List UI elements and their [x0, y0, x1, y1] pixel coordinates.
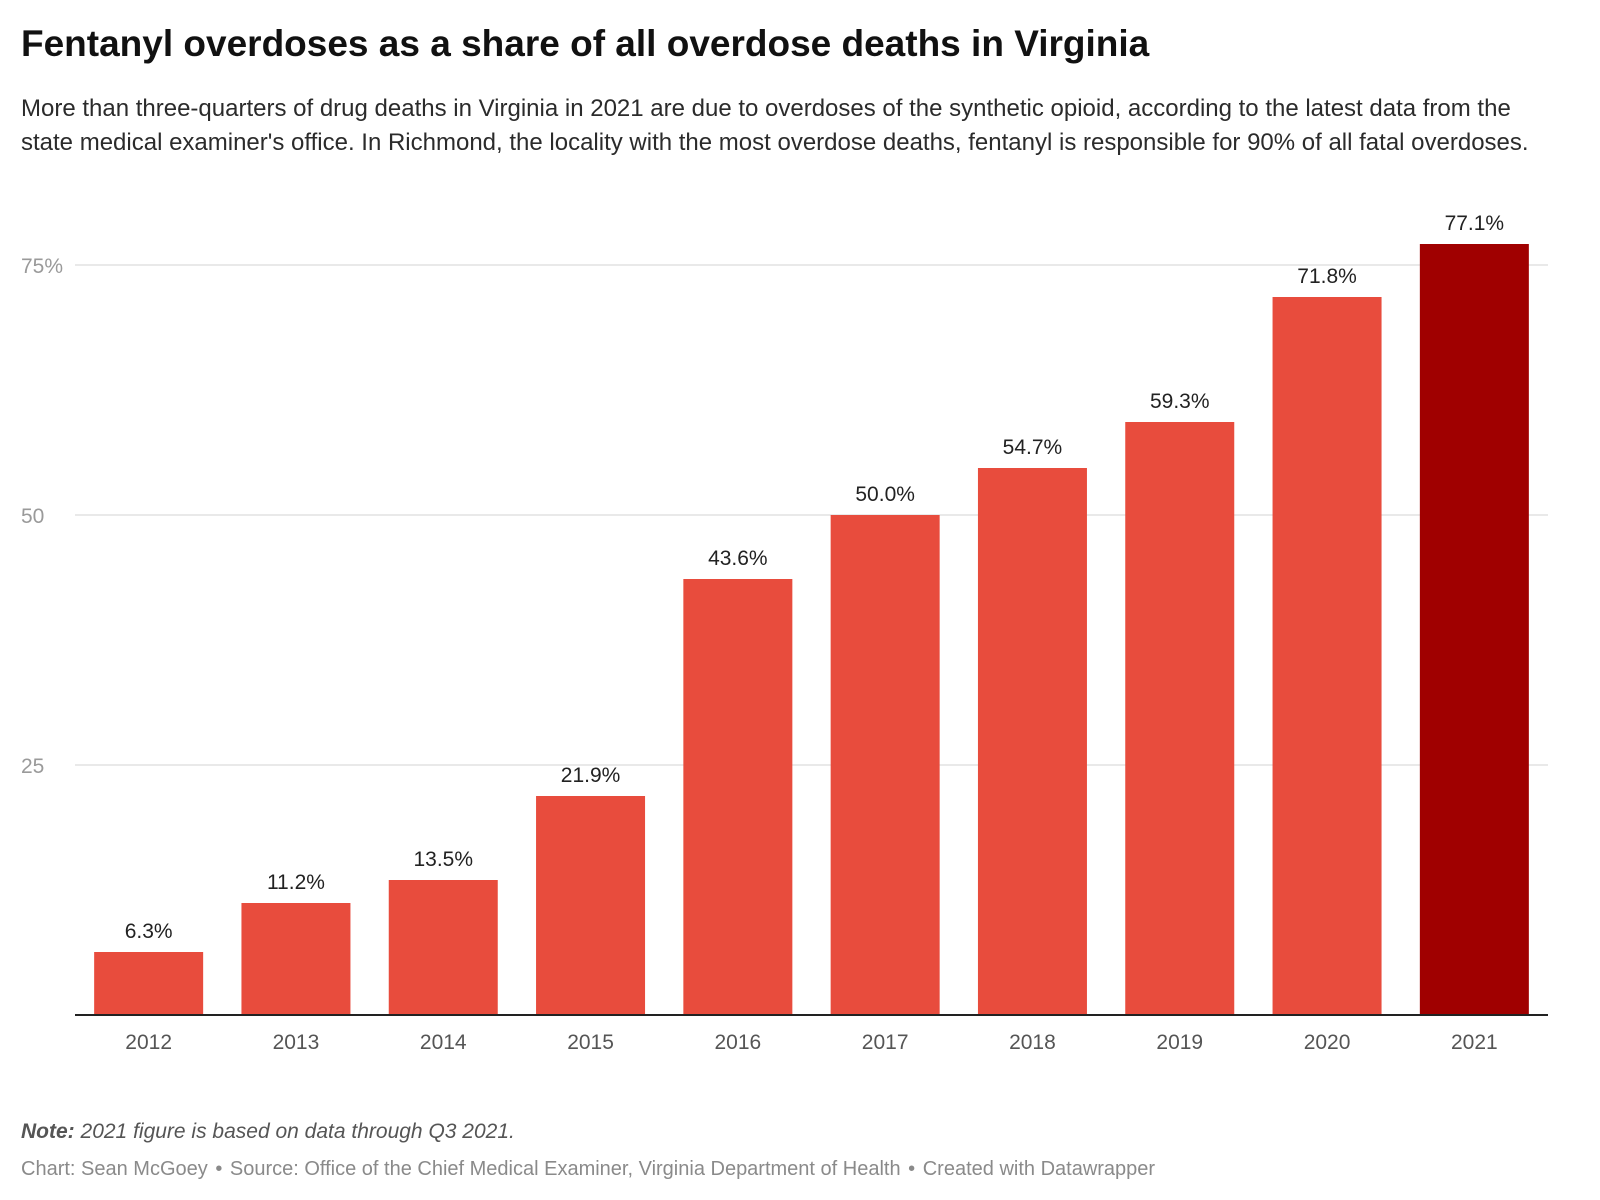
value-label-2013: 11.2%: [267, 871, 325, 894]
bar-2013: [241, 903, 351, 1015]
y-tick-label: 25: [21, 755, 44, 778]
value-label-2012: 6.3%: [125, 920, 173, 943]
bar-2017: [830, 515, 940, 1015]
value-label-2015: 21.9%: [561, 764, 621, 787]
bar-chart: 25 50 75% 6.3% 11.2% 13.5% 21.9% 43.6% 50.0% 54.…: [21, 212, 1548, 1054]
x-tick-label-2014: 2014: [420, 1031, 467, 1054]
chart-subtitle: More than three-quarters of drug deaths …: [21, 95, 1529, 156]
value-label-2020: 71.8%: [1297, 265, 1357, 288]
y-tick-label: 50: [21, 505, 44, 528]
bar-2020: [1272, 297, 1382, 1015]
value-labels: 6.3% 11.2% 13.5% 21.9% 43.6% 50.0% 54.7% 59.3% 7…: [125, 212, 1504, 943]
x-axis: 2012 2013 2014 2015 2016 2017 2018 2019 2020 2021: [75, 1014, 1548, 1054]
x-tick-label-2020: 2020: [1304, 1031, 1351, 1054]
chart-credit: Chart: Sean McGoey: [21, 1158, 208, 1180]
bar-2019: [1125, 422, 1235, 1015]
x-tick-label-2016: 2016: [714, 1031, 761, 1054]
x-tick-label-2012: 2012: [125, 1031, 172, 1054]
x-tick-label-2015: 2015: [567, 1031, 614, 1054]
y-tick-label: 75%: [21, 255, 63, 278]
footer-separator: •: [215, 1158, 223, 1180]
chart-source: Source: Office of the Chief Medical Exam…: [229, 1158, 901, 1180]
bar-2016: [683, 579, 793, 1015]
bar-2014: [388, 880, 498, 1015]
x-tick-label-2018: 2018: [1009, 1031, 1056, 1054]
value-label-2016: 43.6%: [708, 547, 768, 570]
bar-2015: [536, 796, 646, 1015]
chart-title: Fentanyl overdoses as a share of all ove…: [21, 23, 1150, 64]
bar-2018: [977, 468, 1087, 1015]
bar-2012: [94, 952, 204, 1015]
footer-separator: •: [908, 1158, 916, 1180]
chart-note: Note: 2021 figure is based on data throu…: [21, 1120, 515, 1144]
chart-footer: Chart: Sean McGoey • Source: Office of t…: [21, 1158, 1155, 1181]
x-tick-label-2017: 2017: [862, 1031, 909, 1054]
bar-2021: [1419, 244, 1529, 1015]
x-tick-label-2021: 2021: [1451, 1031, 1498, 1054]
bars: [94, 244, 1529, 1015]
value-label-2019: 59.3%: [1150, 390, 1210, 413]
value-label-2017: 50.0%: [855, 483, 915, 506]
datawrapper-credit: Created with Datawrapper: [922, 1158, 1156, 1180]
value-label-2021: 77.1%: [1445, 212, 1505, 235]
note-label: Note:: [21, 1120, 75, 1143]
value-label-2014: 13.5%: [413, 848, 473, 871]
x-tick-label-2013: 2013: [273, 1031, 320, 1054]
value-label-2018: 54.7%: [1003, 436, 1063, 459]
note-text: 2021 figure is based on data through Q3 …: [80, 1120, 515, 1143]
x-tick-label-2019: 2019: [1156, 1031, 1203, 1054]
